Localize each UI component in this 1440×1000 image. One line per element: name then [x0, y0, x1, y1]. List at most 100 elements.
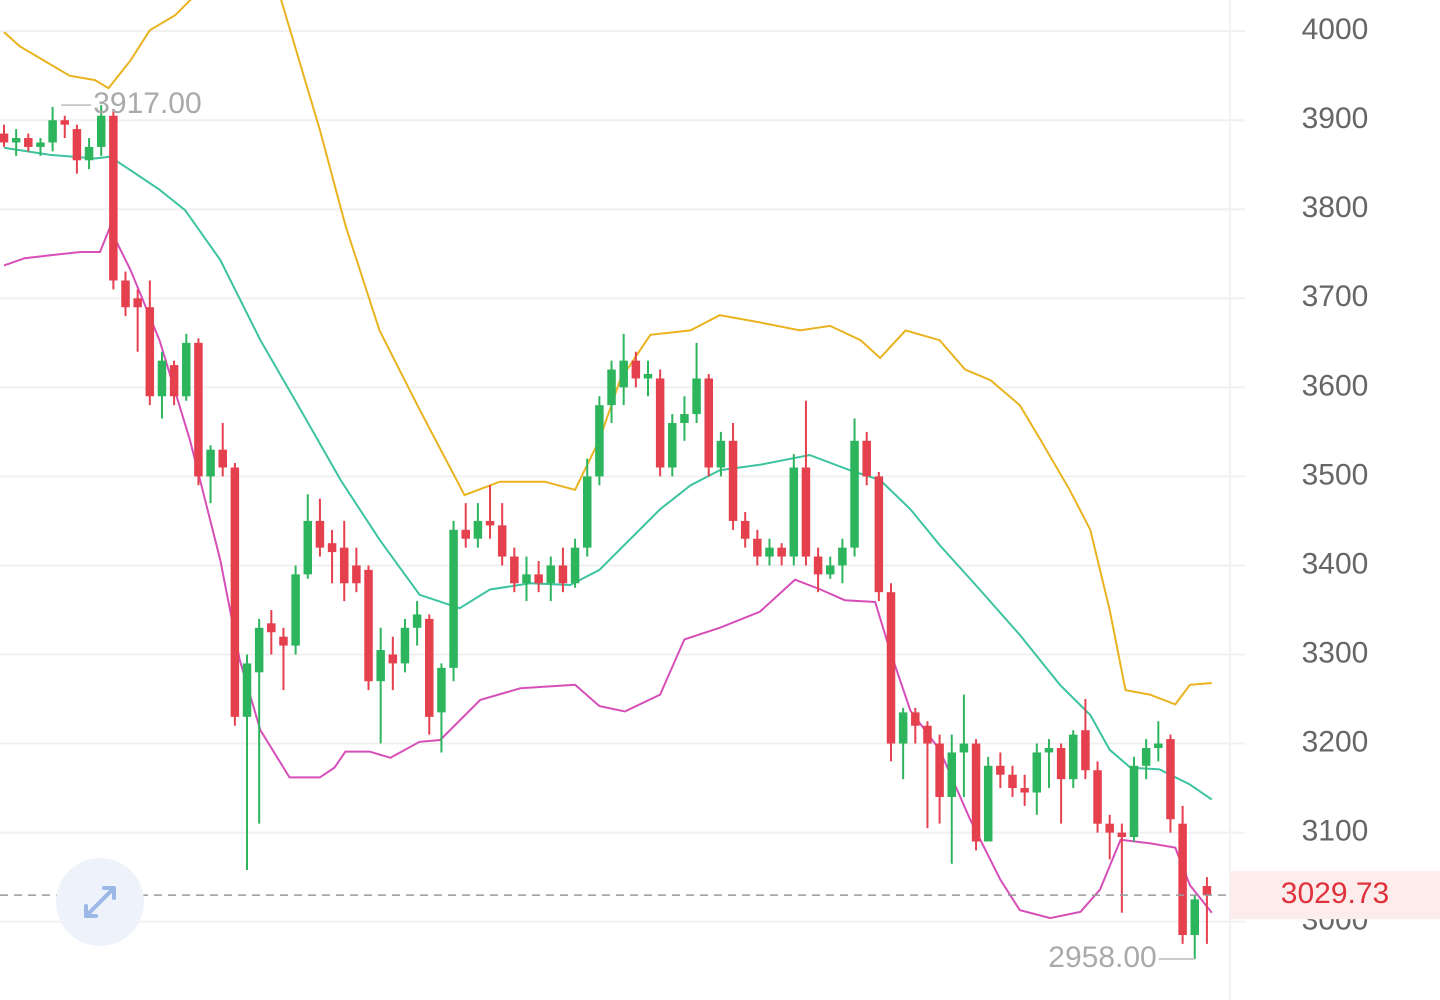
band-line	[3, 0, 1212, 706]
candle-body	[522, 574, 531, 584]
candle-body	[242, 663, 252, 717]
candle-body	[825, 565, 835, 575]
candle-body	[230, 467, 240, 717]
candle-body	[680, 414, 689, 423]
y-tick-label: 3600	[1302, 369, 1369, 402]
grid	[0, 30, 1245, 923]
candle-body	[959, 743, 969, 753]
band-line	[3, 146, 1213, 801]
candle-body	[898, 712, 908, 744]
candle-body	[121, 280, 130, 308]
candle-body	[206, 449, 215, 477]
candle-body	[643, 373, 653, 379]
candle-body	[1166, 739, 1175, 820]
candle-body	[850, 440, 859, 548]
candle-body	[813, 556, 823, 575]
candle-body	[1129, 765, 1139, 838]
candle-body	[461, 529, 470, 539]
candle-body	[886, 592, 896, 744]
candle-body	[254, 627, 264, 673]
candle-body	[1069, 734, 1078, 780]
candle-body	[607, 369, 616, 406]
candle-body	[1178, 823, 1187, 935]
y-tick-label: 3100	[1302, 815, 1369, 848]
candle-body	[595, 405, 604, 477]
candle-body	[935, 743, 944, 797]
candle-body	[303, 520, 313, 575]
candle-body	[145, 307, 155, 397]
candle-body	[11, 138, 21, 143]
expand-button[interactable]	[56, 858, 144, 946]
y-tick-label: 3300	[1302, 636, 1369, 669]
candle-body	[437, 667, 446, 713]
candle-body	[473, 520, 483, 539]
candle-body	[728, 440, 738, 521]
candle-body	[376, 650, 385, 682]
candle-body	[619, 360, 628, 388]
candles	[0, 105, 1212, 960]
candle-body	[740, 520, 750, 539]
y-tick-label: 3900	[1302, 102, 1369, 135]
bollinger-bands	[3, 0, 1213, 920]
candle-body	[534, 574, 543, 584]
y-tick-label: 3400	[1302, 547, 1369, 580]
candle-body	[655, 378, 665, 468]
candle-body	[109, 115, 118, 281]
candle-body	[133, 298, 142, 308]
candle-body	[838, 547, 847, 566]
y-tick-label: 3700	[1302, 280, 1369, 313]
candle-body	[923, 725, 932, 744]
candle-body	[497, 525, 507, 557]
candle-body	[291, 574, 300, 646]
candle-body	[339, 547, 349, 584]
candle-body	[716, 440, 726, 468]
candle-body	[194, 342, 203, 477]
candle-body	[36, 142, 45, 147]
candle-body	[267, 623, 276, 633]
candle-body	[996, 765, 1005, 775]
candle-body	[327, 543, 337, 553]
candle-body	[668, 422, 677, 468]
band-line	[3, 225, 1213, 920]
candle-body	[1056, 747, 1066, 780]
candle-body	[862, 440, 871, 477]
candle-body	[1093, 770, 1102, 824]
candle-body	[1081, 730, 1090, 771]
last-price-label: 3029.73	[1281, 877, 1389, 910]
candle-body	[1190, 899, 1200, 935]
labels: 3000310032003300340035003600370038003900…	[0, 13, 1440, 974]
candle-body	[789, 467, 799, 557]
candle-body	[0, 133, 9, 143]
y-tick-label: 3200	[1302, 725, 1369, 758]
candle-body	[449, 529, 458, 668]
candle-body	[777, 547, 786, 557]
candle-body	[48, 120, 57, 143]
candle-body	[971, 743, 981, 842]
candle-body	[60, 120, 70, 125]
candle-body	[96, 115, 106, 147]
candle-body	[631, 360, 641, 379]
y-tick-label: 4000	[1302, 13, 1369, 46]
candle-body	[72, 129, 82, 161]
y-tick-label: 3500	[1302, 458, 1369, 491]
candle-body	[182, 342, 191, 397]
candle-body	[1105, 823, 1114, 833]
candle-body	[412, 614, 422, 628]
candle-body	[546, 565, 556, 584]
candle-body	[801, 467, 811, 557]
high-marker-label: 3917.00	[93, 87, 201, 120]
candle-body	[1044, 747, 1054, 753]
candle-body	[24, 138, 33, 147]
candle-body	[400, 627, 410, 664]
candle-body	[983, 765, 993, 842]
candle-body	[947, 752, 957, 797]
candle-body	[388, 654, 398, 664]
candle-body	[765, 547, 774, 557]
candle-body	[1154, 743, 1163, 748]
candle-body	[157, 360, 167, 397]
candle-body	[1032, 752, 1042, 793]
candle-body	[582, 476, 592, 548]
last-price-box	[1230, 871, 1440, 920]
candle-body	[1020, 788, 1029, 793]
